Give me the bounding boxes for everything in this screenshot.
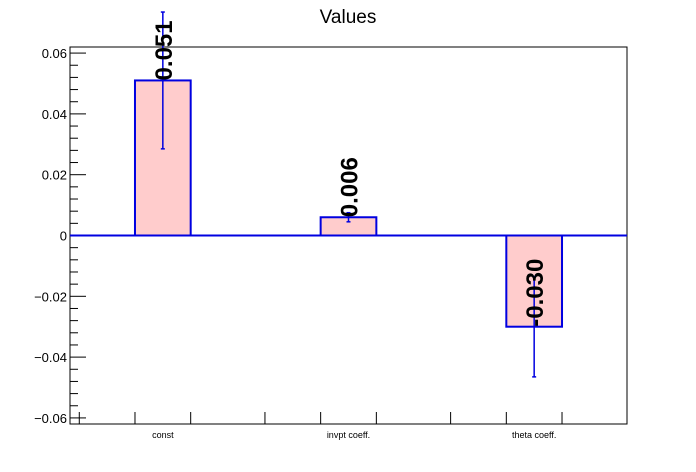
y-tick-label: −0.04 [34,350,67,365]
value-labels: 0.051 0.006 -0.030 [151,20,549,326]
y-tick-label: −0.02 [34,289,67,304]
y-tick-label: 0.02 [42,168,67,183]
bar-value-label: 0.051 [151,20,178,80]
y-tick-label: 0 [60,229,67,244]
x-category-label: invpt coeff. [327,430,370,440]
bar-series [70,11,627,378]
x-axis: const invpt coeff. theta coeff. [78,412,628,440]
y-tick-label: 0.06 [42,46,67,61]
y-axis: −0.06 −0.04 −0.02 0 0.02 0.04 0.06 [34,46,86,426]
x-category-label: const [152,430,174,440]
chart-title: Values [320,7,377,28]
bar-value-label: -0.030 [522,259,549,327]
x-category-label: theta coeff. [512,430,556,440]
y-tick-label: −0.06 [34,411,67,426]
y-tick-label: 0.04 [42,107,67,122]
bar-value-label: 0.006 [337,157,364,217]
